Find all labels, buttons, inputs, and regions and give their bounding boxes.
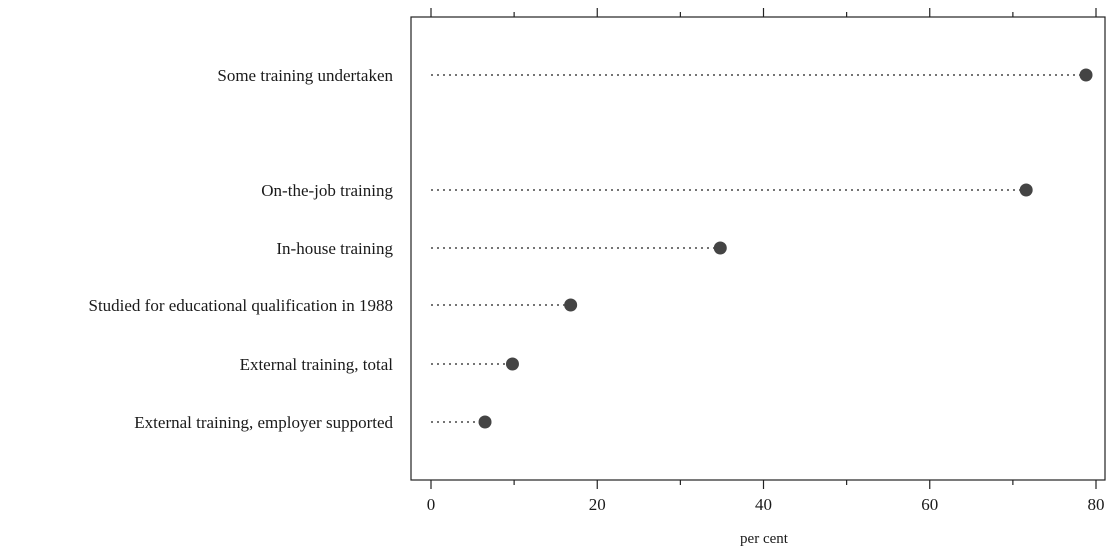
data-point <box>564 298 578 312</box>
category-label: External training, total <box>240 355 394 374</box>
x-tick-label: 80 <box>1088 495 1105 514</box>
x-axis-title: per cent <box>740 531 789 547</box>
data-point <box>478 415 492 429</box>
x-tick-labels: 0 20 40 60 80 <box>427 495 1105 514</box>
data-point <box>1019 183 1033 197</box>
x-tick-label: 40 <box>755 495 772 514</box>
data-points <box>478 68 1093 429</box>
data-point <box>1079 68 1093 82</box>
data-point <box>713 241 727 255</box>
x-tick-label: 60 <box>921 495 938 514</box>
data-point <box>505 357 519 371</box>
leader-lines <box>431 74 1087 423</box>
category-label: Studied for educational qualification in… <box>88 296 393 315</box>
axis-ticks <box>430 8 1097 489</box>
x-tick-label: 0 <box>427 495 436 514</box>
x-tick-label: 20 <box>589 495 606 514</box>
plot-frame <box>410 16 1106 481</box>
category-label: Some training undertaken <box>217 66 393 85</box>
category-label: In-house training <box>276 239 393 258</box>
category-labels: Some training undertaken On-the-job train… <box>88 66 393 432</box>
category-label: On-the-job training <box>261 181 393 200</box>
category-label: External training, employer supported <box>134 413 393 432</box>
